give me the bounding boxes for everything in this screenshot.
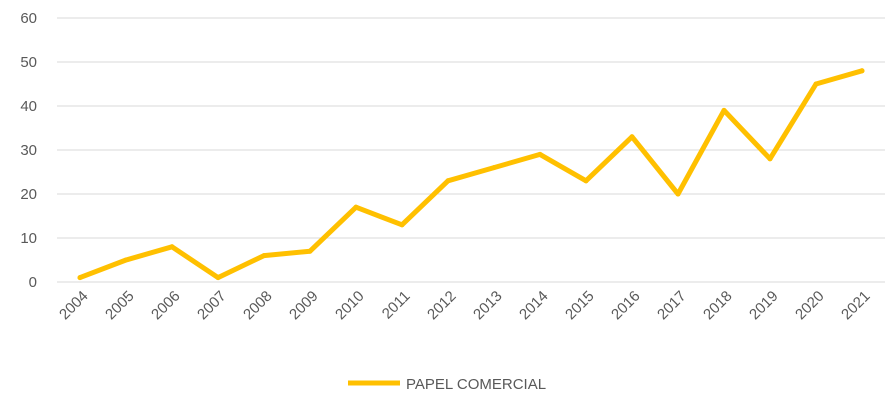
data-point <box>491 165 497 171</box>
x-tick-label: 2007 <box>194 288 230 324</box>
legend: PAPEL COMERCIAL <box>348 376 546 393</box>
x-tick-label: 2016 <box>608 288 644 324</box>
x-tick-label: 2006 <box>148 288 184 324</box>
y-tick-label: 0 <box>29 274 37 291</box>
data-point <box>813 81 819 87</box>
data-point <box>721 107 727 113</box>
data-point <box>399 222 405 228</box>
x-tick-label: 2009 <box>286 288 322 324</box>
data-point <box>215 275 221 281</box>
x-tick-label: 2013 <box>470 288 506 324</box>
data-point <box>767 156 773 162</box>
y-axis-tick-labels: 0 10 20 30 40 50 60 <box>20 10 37 291</box>
y-tick-label: 60 <box>20 10 37 27</box>
series-line-papel-comercial <box>77 68 865 281</box>
x-tick-label: 2014 <box>516 288 552 324</box>
x-tick-label: 2015 <box>562 288 598 324</box>
data-point <box>123 257 129 263</box>
x-tick-label: 2018 <box>700 288 736 324</box>
data-point <box>537 151 543 157</box>
series-layer <box>77 68 865 281</box>
x-tick-label: 2020 <box>792 288 828 324</box>
x-axis-tick-labels: 2004 2005 2006 2007 2008 2009 2010 2011 2012 2013… <box>56 288 874 324</box>
data-point <box>353 204 359 210</box>
x-tick-label: 2021 <box>838 288 874 324</box>
y-tick-label: 30 <box>20 142 37 159</box>
data-point <box>583 178 589 184</box>
data-point <box>859 68 865 74</box>
x-tick-label: 2011 <box>379 288 414 323</box>
x-tick-label: 2017 <box>654 288 690 324</box>
y-tick-label: 20 <box>20 186 37 203</box>
data-point <box>629 134 635 140</box>
data-point <box>261 253 267 259</box>
y-tick-label: 50 <box>20 54 37 71</box>
x-tick-label: 2012 <box>424 288 460 324</box>
legend-label-papel-comercial: PAPEL COMERCIAL <box>406 376 546 393</box>
y-tick-label: 10 <box>20 230 37 247</box>
x-tick-label: 2005 <box>102 288 138 324</box>
data-point <box>675 191 681 197</box>
x-tick-label: 2010 <box>332 288 368 324</box>
data-point <box>445 178 451 184</box>
data-point <box>169 244 175 250</box>
data-point <box>77 275 83 281</box>
data-point <box>307 248 313 254</box>
x-tick-label: 2004 <box>56 288 92 324</box>
grid-lines <box>57 17 885 283</box>
y-tick-label: 40 <box>20 98 37 115</box>
x-tick-label: 2019 <box>746 288 782 324</box>
x-tick-label: 2008 <box>240 288 276 324</box>
